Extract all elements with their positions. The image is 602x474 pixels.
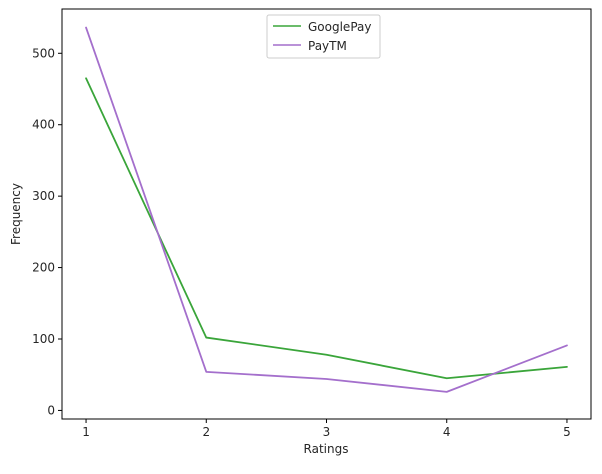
x-tick-label: 1	[82, 425, 90, 439]
plot-frame	[61, 8, 592, 420]
x-tick-label: 2	[202, 425, 210, 439]
y-tick-label: 500	[32, 46, 55, 60]
y-tick-label: 300	[32, 189, 55, 203]
y-tick-label: 100	[32, 332, 55, 346]
x-tick-label: 5	[563, 425, 571, 439]
series-line-paytm	[85, 26, 568, 393]
legend-label-paytm: PayTM	[308, 39, 347, 53]
x-tick-label: 4	[443, 425, 451, 439]
x-axis-label: Ratings	[304, 442, 349, 456]
y-tick-label: 0	[47, 403, 55, 417]
legend: GooglePay PayTM	[266, 14, 381, 59]
x-tick-label: 3	[323, 425, 331, 439]
y-tick-label: 200	[32, 261, 55, 275]
series-layer	[85, 26, 568, 393]
axis-ticks-layer: 1 2 3 4 5 0 100 200 300 400 500	[32, 46, 571, 439]
series-line-googlepay	[85, 77, 568, 380]
legend-label-googlepay: GooglePay	[308, 20, 371, 34]
y-tick-label: 400	[32, 118, 55, 132]
y-axis-label: Frequency	[9, 183, 23, 245]
